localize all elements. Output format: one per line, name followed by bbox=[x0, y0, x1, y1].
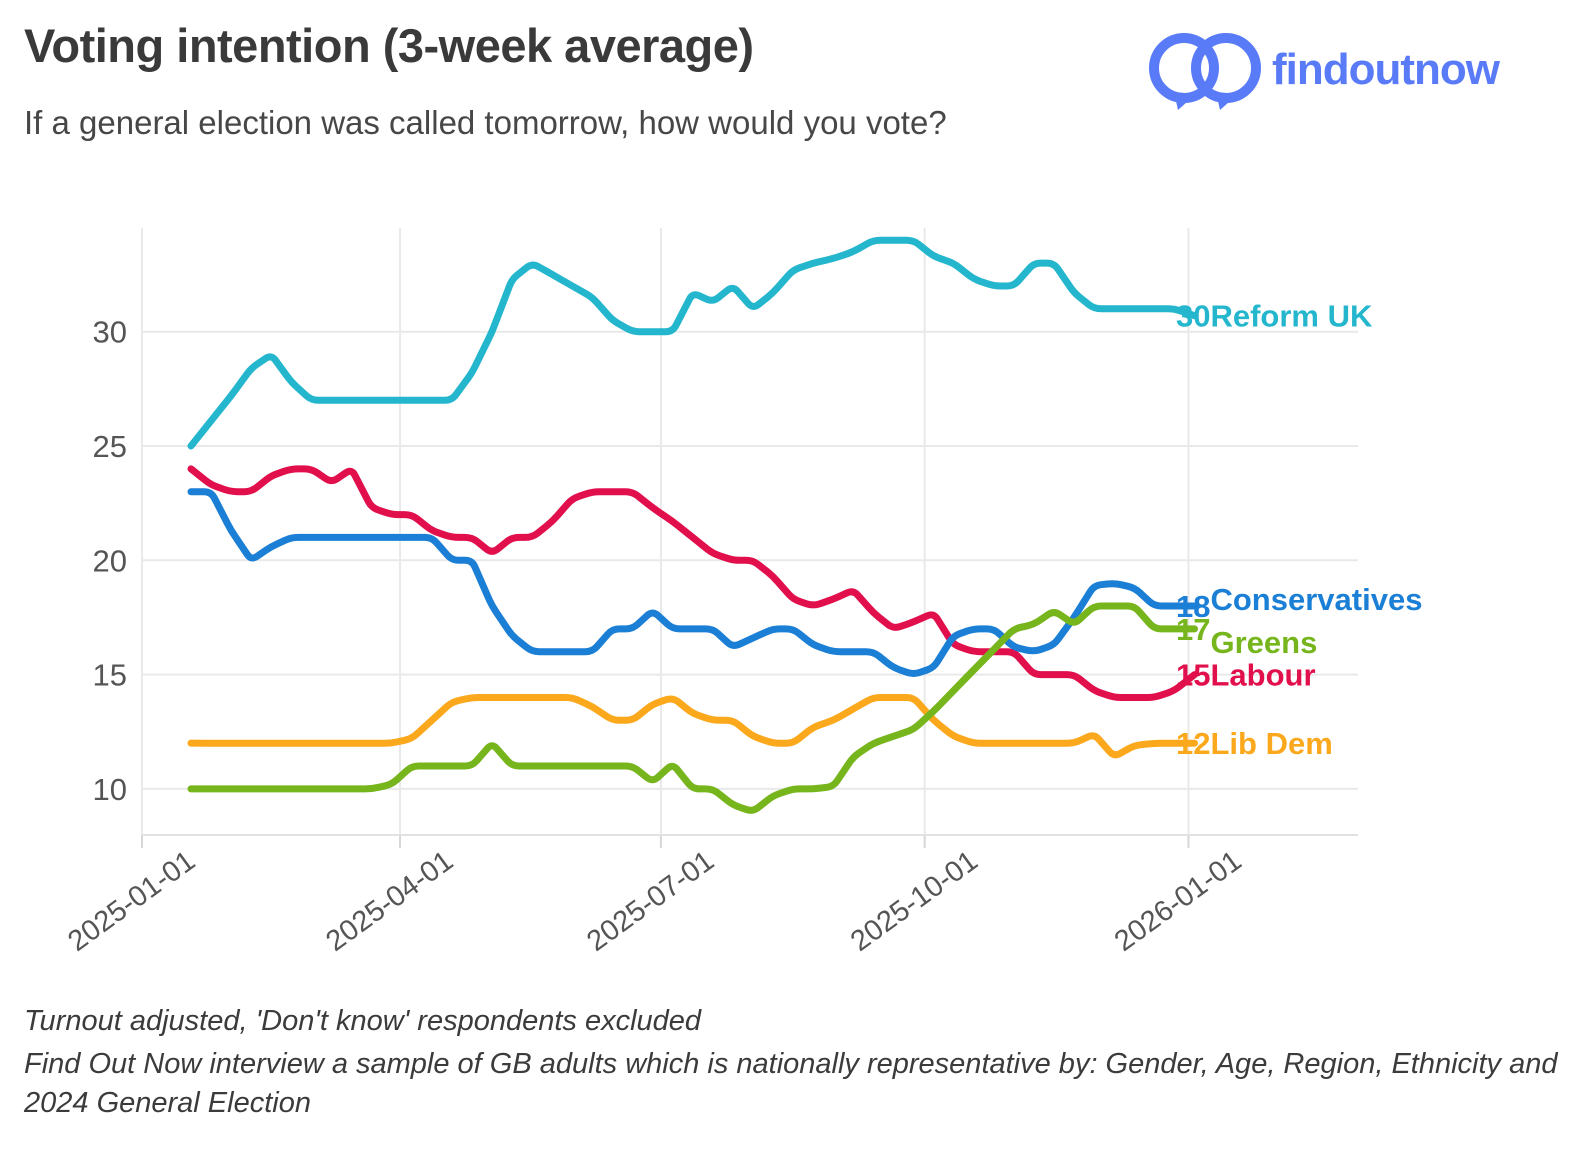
x-tick-label: 2025-07-01 bbox=[581, 845, 720, 958]
y-tick-label: 15 bbox=[93, 658, 127, 693]
end-label-lib-dem: 12Lib Dem bbox=[1176, 726, 1333, 761]
footnotes: Turnout adjusted, 'Don't know' responden… bbox=[24, 1002, 1572, 1127]
series-line-labour bbox=[187, 465, 1198, 701]
series-line-greens bbox=[187, 602, 1198, 814]
end-label-reform-uk: 30Reform UK bbox=[1176, 299, 1373, 334]
end-label-greens: 17Greens bbox=[1176, 612, 1317, 660]
end-label-labour: 15Labour bbox=[1176, 658, 1316, 693]
y-tick-label: 20 bbox=[93, 543, 127, 578]
y-tick-label: 25 bbox=[93, 429, 127, 464]
end-label-conservatives: 18Conservatives bbox=[1176, 582, 1422, 624]
series-line-reform-uk bbox=[187, 236, 1198, 450]
voting-intention-line-chart: 2025-01-01 2025-04-01 2025-07-01 2025-10-01… bbox=[62, 228, 1422, 958]
logo-bubbles-icon bbox=[1149, 33, 1261, 110]
chart-area: 2025-01-01 2025-04-01 2025-07-01 2025-10-01… bbox=[0, 200, 1590, 1010]
series-line-lib-dem bbox=[187, 694, 1198, 759]
end-label-name: Greens bbox=[1210, 625, 1317, 660]
footnote-sample: Find Out Now interview a sample of GB ad… bbox=[24, 1047, 1558, 1119]
footnote-methodology: Turnout adjusted, 'Don't know' responden… bbox=[24, 1005, 702, 1037]
findoutnow-logo: findoutnow bbox=[1149, 33, 1502, 110]
chart-subtitle: If a general election was called tomorro… bbox=[24, 104, 947, 141]
logo-wordmark: findoutnow bbox=[1272, 45, 1501, 94]
end-label-value: 17 bbox=[1176, 612, 1210, 647]
series-line-conservatives bbox=[187, 488, 1198, 677]
end-label-value: 30 bbox=[1176, 299, 1210, 334]
end-label-name: Lib Dem bbox=[1210, 726, 1332, 761]
x-tick-label: 2025-04-01 bbox=[320, 845, 459, 958]
y-tick-label: 30 bbox=[93, 315, 127, 350]
x-tick-label: 2025-10-01 bbox=[845, 845, 984, 958]
end-label-value: 18 bbox=[1176, 589, 1210, 624]
end-label-name: Labour bbox=[1210, 658, 1315, 693]
page-title: Voting intention (3-week average) bbox=[24, 19, 754, 72]
x-tick-label: 2025-01-01 bbox=[62, 845, 201, 958]
end-label-name: Reform UK bbox=[1210, 299, 1373, 334]
y-tick-label: 10 bbox=[93, 772, 127, 807]
end-label-name: Conservatives bbox=[1210, 582, 1422, 617]
x-tick-label: 2026-01-01 bbox=[1109, 845, 1248, 958]
end-label-value: 15 bbox=[1176, 658, 1210, 693]
end-label-value: 12 bbox=[1176, 726, 1210, 761]
